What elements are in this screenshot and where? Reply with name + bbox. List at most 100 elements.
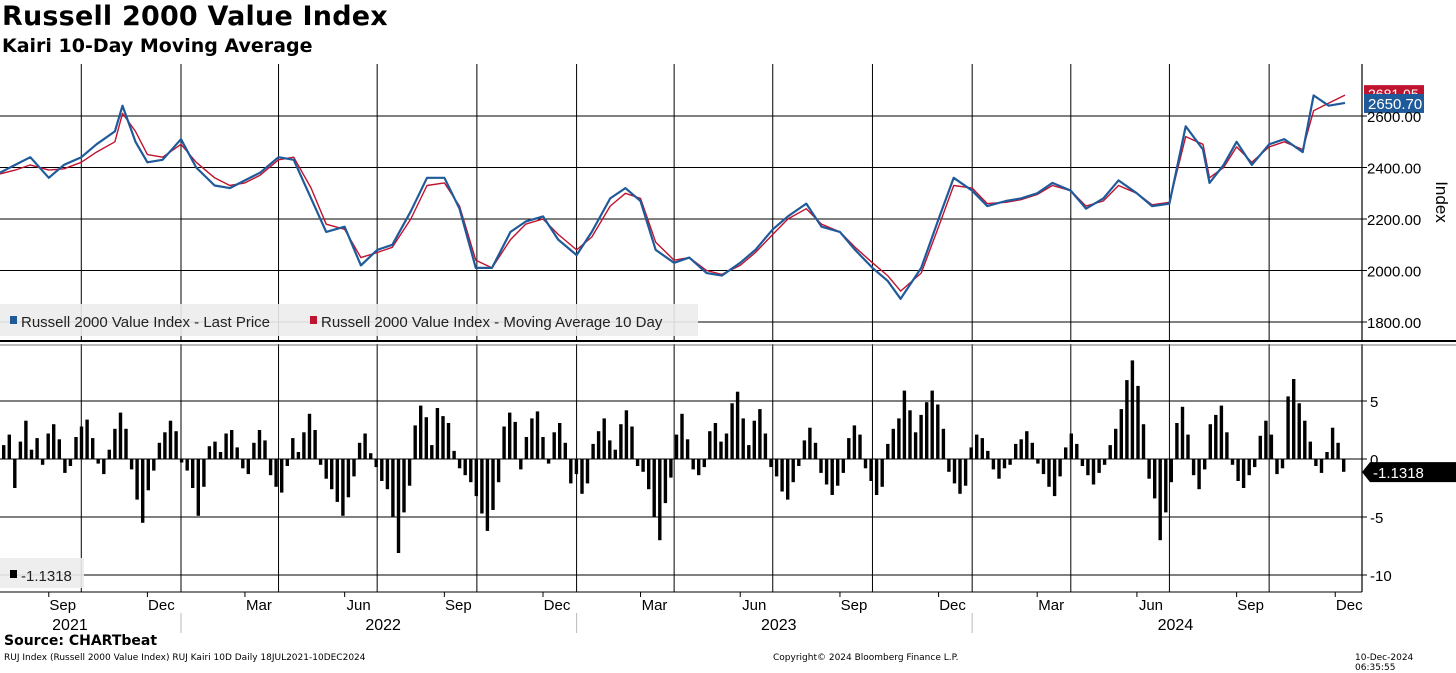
- kairi-bar: [674, 434, 679, 459]
- kairi-bar: [713, 423, 718, 459]
- kairi-bar: [369, 453, 373, 459]
- kairi-bar: [346, 459, 351, 498]
- kairi-bar: [635, 459, 640, 466]
- kairi-bar: [1069, 433, 1073, 459]
- kairi-bar: [1225, 432, 1229, 459]
- kairi-bar: [118, 412, 123, 459]
- x-month-label: Jun: [742, 597, 766, 614]
- kairi-bar: [1014, 443, 1018, 459]
- kairi-bar: [1280, 459, 1285, 469]
- axis-labels: 1800.00 2000.00 2200.00 2400.00 2600.00 Index…: [49, 109, 1451, 634]
- kairi-bar: [1197, 459, 1201, 490]
- chart-subtitle: Kairi 10-Day Moving Average: [2, 35, 313, 57]
- kairi-bar: [29, 449, 34, 459]
- kairi-bar: [602, 418, 606, 459]
- kairi-bar: [813, 442, 818, 459]
- y-axis-label: Index: [1432, 181, 1451, 223]
- kairi-bar: [1342, 459, 1346, 472]
- kairi-bar: [774, 459, 779, 477]
- kairi-bar: [102, 459, 106, 475]
- kairi-bar: [107, 449, 111, 459]
- kairi-bar: [1214, 414, 1218, 459]
- kairi-bar: [313, 430, 317, 459]
- ytick-label-upper: 2200.00: [1367, 212, 1421, 229]
- kairi-bar: [808, 427, 812, 459]
- kairi-bar: [863, 459, 868, 469]
- kairi-bar: [741, 418, 745, 459]
- kairi-bar: [241, 459, 245, 469]
- axes: [0, 64, 1456, 633]
- kairi-bar: [841, 459, 845, 473]
- kairi-bar: [919, 414, 923, 459]
- kairi-bar: [941, 428, 946, 459]
- kairi-bar: [85, 419, 89, 459]
- kairi-bar: [869, 459, 873, 481]
- kairi-bar: [1336, 442, 1340, 459]
- kairi-bar: [357, 442, 362, 459]
- kairi-bar: [18, 441, 23, 459]
- kairi-bar: [708, 431, 712, 459]
- kairi-bar: [307, 413, 312, 459]
- kairi-bar: [318, 459, 323, 465]
- kairi-bar: [763, 433, 768, 459]
- kairi-bar: [1164, 459, 1168, 513]
- kairi-bar: [513, 421, 517, 459]
- footer-timestamp: 10-Dec-2024 06:35:55: [1355, 653, 1414, 673]
- kairi-bar: [969, 447, 973, 459]
- kairi-bar: [391, 459, 395, 517]
- kairi-bar: [185, 459, 189, 471]
- kairi-bar: [1075, 443, 1079, 459]
- kairi-bar: [802, 440, 807, 459]
- kairi-bar: [1208, 424, 1212, 459]
- kairi-bar: [1125, 380, 1129, 459]
- kairi-bar: [719, 441, 723, 459]
- kairi-bar: [791, 459, 795, 483]
- kairi-bar: [1114, 428, 1118, 459]
- kairi-bar: [218, 452, 223, 459]
- kairi-bar: [1219, 405, 1224, 459]
- x-month-label: Jun: [347, 597, 371, 614]
- kairi-bar: [958, 459, 962, 494]
- x-month-label: Mar: [246, 597, 272, 614]
- kairi-bar: [563, 442, 567, 459]
- kairi-bar: [291, 438, 295, 459]
- kairi-bar: [997, 459, 1001, 479]
- kairi-bar: [1308, 441, 1312, 459]
- kairi-bar: [1008, 459, 1012, 465]
- kairi-bar: [1091, 459, 1096, 485]
- kairi-bar: [1025, 431, 1029, 459]
- kairi-bar: [769, 459, 773, 468]
- kairi-bar: [1292, 379, 1296, 459]
- kairi-bar: [1319, 459, 1324, 473]
- kairi-bar: [1080, 459, 1085, 466]
- vertical-gridlines: [80, 64, 1270, 592]
- kairi-bar: [35, 438, 39, 459]
- kairi-bar: [1041, 459, 1046, 475]
- kairi-bar: [591, 443, 595, 459]
- kairi-bar: [902, 390, 907, 459]
- kairi-bar: [1052, 459, 1057, 497]
- kairi-bar: [341, 459, 345, 516]
- kairi-bar: [230, 430, 234, 459]
- kairi-bar: [430, 445, 434, 459]
- x-month-label: Sep: [445, 597, 472, 614]
- kairi-bar: [91, 438, 95, 459]
- kairi-bar: [268, 459, 273, 476]
- kairi-bar: [1064, 447, 1068, 459]
- kairi-bar: [735, 391, 740, 459]
- kairi-bar: [596, 431, 601, 459]
- kairi-bar: [980, 438, 984, 459]
- kairi-bar: [780, 459, 784, 492]
- kairi-bar: [647, 459, 651, 490]
- kairi-bar: [1303, 420, 1307, 459]
- kairi-bar: [402, 459, 406, 513]
- kairi-bar: [474, 459, 478, 497]
- kairi-bar: [1314, 459, 1318, 466]
- kairi-bar: [63, 459, 67, 473]
- x-month-label: Dec: [1336, 597, 1363, 614]
- kairi-bar: [1030, 442, 1034, 459]
- legend-label-ma: Russell 2000 Value Index - Moving Averag…: [321, 314, 663, 331]
- ytick-label-lower: 0: [1370, 452, 1378, 469]
- kairi-bar: [858, 434, 862, 459]
- kairi-bar: [302, 432, 306, 459]
